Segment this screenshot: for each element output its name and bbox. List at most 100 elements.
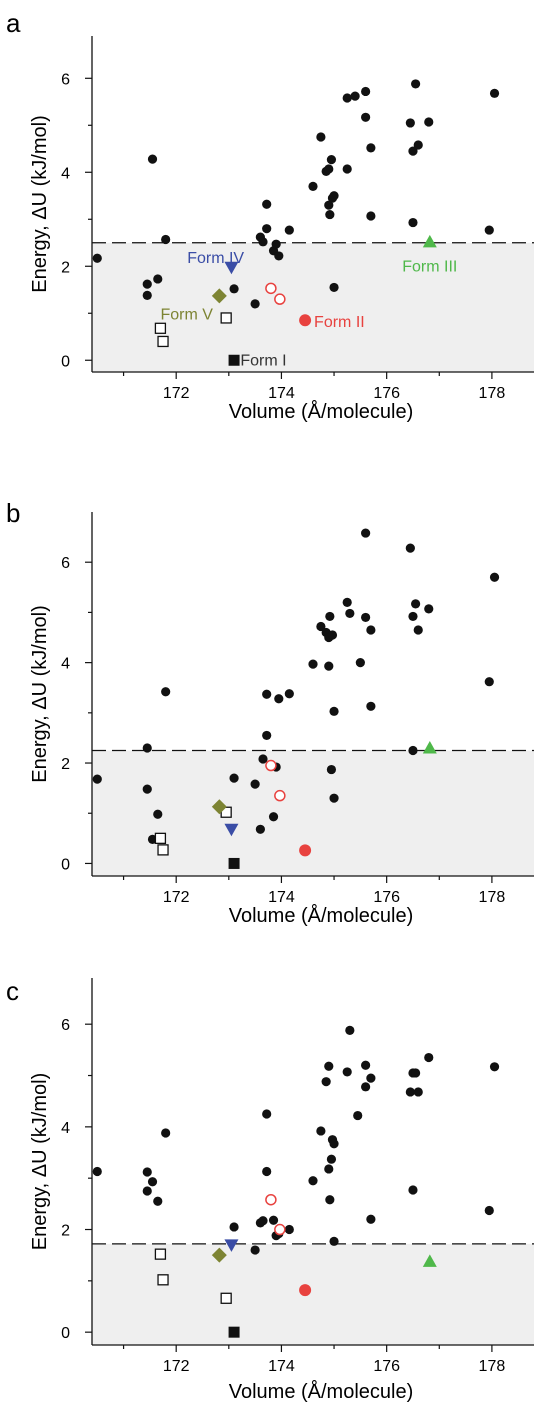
- data-point: [142, 1167, 152, 1177]
- data-point: [92, 253, 102, 263]
- y-axis-title: Energy, ΔU (kJ/mol): [29, 605, 51, 782]
- data-point: [258, 754, 268, 764]
- data-point: [484, 225, 494, 235]
- data-point: [274, 251, 284, 261]
- data-point: [324, 1164, 334, 1174]
- x-tick-label: 176: [373, 889, 400, 906]
- data-point: [361, 86, 371, 97]
- data-point: [271, 239, 281, 249]
- data-point: [408, 146, 418, 156]
- form-v-marker: [211, 1247, 227, 1263]
- data-point: [424, 117, 434, 127]
- data-point: [284, 689, 294, 699]
- data-point: [153, 274, 163, 284]
- data-point: [316, 1126, 326, 1136]
- data-point: [262, 1166, 272, 1177]
- data-point: [342, 1067, 352, 1077]
- open-square-point: [157, 844, 169, 856]
- y-tick-label: 2: [61, 756, 70, 773]
- data-point: [284, 1224, 294, 1235]
- data-point: [413, 625, 423, 635]
- data-point: [489, 572, 500, 582]
- data-point: [361, 612, 371, 623]
- y-tick-label: 6: [61, 71, 70, 88]
- data-point: [258, 1216, 268, 1226]
- data-point: [424, 1052, 434, 1063]
- data-point: [324, 1061, 334, 1071]
- data-point: [250, 779, 260, 789]
- data-point: [484, 677, 494, 687]
- y-tick-label: 4: [61, 165, 70, 182]
- y-tick-label: 4: [61, 1120, 70, 1137]
- data-point: [229, 284, 239, 294]
- panel-letter: c: [6, 976, 19, 1006]
- open-square-point: [220, 312, 232, 324]
- data-point: [142, 784, 152, 794]
- y-tick-label: 4: [61, 656, 70, 673]
- x-tick-label: 174: [268, 1358, 295, 1375]
- chart-panel-a: 0 2 4 6 172 174 176 178 a Volume (Å/molecule) Ener…: [6, 8, 534, 423]
- data-point: [355, 658, 365, 668]
- open-square-point: [157, 1274, 169, 1286]
- data-point: [142, 290, 152, 301]
- data-point: [284, 225, 294, 235]
- x-tick-label: 178: [479, 1358, 506, 1375]
- data-point: [366, 211, 376, 221]
- form-iv-marker: [224, 1239, 239, 1252]
- data-point: [329, 706, 339, 716]
- form-iii-label: Form III: [402, 258, 457, 275]
- data-point: [366, 625, 376, 635]
- data-point: [361, 1082, 371, 1092]
- y-tick-label: 0: [61, 1325, 70, 1342]
- form-i-label: Form I: [240, 352, 286, 369]
- data-point: [161, 1128, 171, 1138]
- form-iv-marker: [224, 261, 239, 275]
- data-point: [408, 217, 418, 228]
- data-point: [345, 1025, 355, 1035]
- data-point: [489, 1062, 500, 1072]
- data-point: [262, 1109, 272, 1119]
- open-square-point: [157, 335, 169, 348]
- data-point: [342, 93, 352, 103]
- form-iii-marker: [422, 740, 437, 754]
- y-axis-title: Energy, ΔU (kJ/mol): [29, 1073, 51, 1250]
- panel-letter: b: [6, 498, 20, 528]
- form-ii-marker: [299, 314, 312, 327]
- data-point: [325, 1195, 335, 1205]
- form-i-marker: [228, 354, 240, 366]
- data-point: [329, 1236, 339, 1246]
- form-i-marker: [228, 1326, 240, 1338]
- x-tick-label: 178: [479, 385, 506, 402]
- chart-panel-c: 0 2 4 6 172 174 176 178 c Volume (Å/molecule) Ener…: [6, 976, 534, 1403]
- data-point: [325, 611, 335, 622]
- data-point: [268, 1215, 279, 1225]
- x-axis-title: Volume (Å/molecule): [229, 400, 414, 423]
- data-point: [408, 611, 418, 622]
- data-point: [268, 812, 279, 822]
- chart-panel-b: 0 2 4 6 172 174 176 178 b Volume (Å/molecule) Ener…: [6, 498, 534, 927]
- form-v-marker: [211, 799, 227, 815]
- open-circle-point: [265, 1193, 277, 1206]
- data-point: [405, 1087, 415, 1097]
- data-point: [229, 773, 239, 783]
- x-tick-label: 176: [373, 385, 400, 402]
- data-point: [366, 701, 376, 711]
- data-point: [366, 1073, 376, 1083]
- open-circle-point: [274, 789, 286, 802]
- data-point: [325, 209, 335, 220]
- data-point: [153, 809, 163, 819]
- form-iv-label: Form IV: [187, 250, 244, 267]
- y-tick-label: 6: [61, 555, 70, 572]
- open-square-point: [154, 322, 167, 334]
- data-point: [229, 1222, 239, 1232]
- form-iv-marker: [224, 823, 239, 837]
- data-point: [489, 88, 500, 98]
- data-point: [329, 282, 339, 293]
- data-point: [262, 199, 272, 209]
- data-point: [321, 1077, 331, 1087]
- data-point: [153, 1196, 163, 1206]
- data-point: [326, 1154, 337, 1164]
- data-point: [250, 299, 260, 309]
- data-point: [142, 1186, 152, 1196]
